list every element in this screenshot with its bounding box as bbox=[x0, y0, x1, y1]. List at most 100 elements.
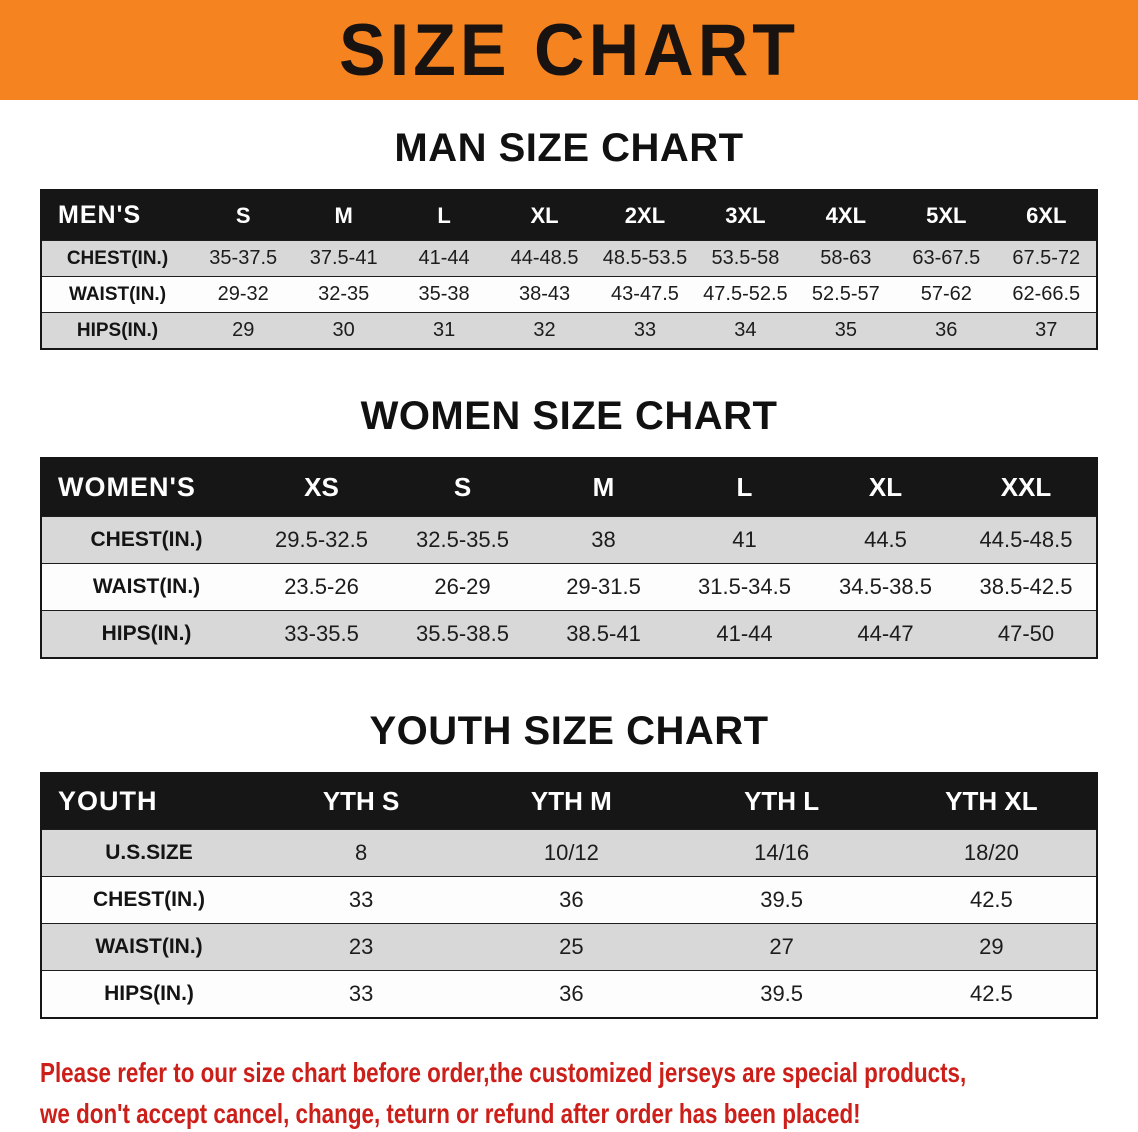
row-label: CHEST(IN.) bbox=[66, 247, 169, 269]
title-banner: SIZE CHART bbox=[0, 0, 1138, 100]
size-value-cell: 36 bbox=[559, 887, 584, 912]
size-value-cell: 31 bbox=[432, 319, 456, 341]
header-row: MEN'S S M L XL 2XL 3XL 4XL 5XL 6XL bbox=[41, 190, 1097, 241]
table-corner-label: MEN'S bbox=[41, 190, 193, 241]
size-value-cell: 29-31.5 bbox=[566, 574, 641, 599]
size-column-header: YTH S bbox=[256, 773, 467, 830]
row-label: HIPS(IN.) bbox=[101, 622, 192, 645]
size-column-header: YTH M bbox=[466, 773, 677, 830]
size-value-cell: 63-67.5 bbox=[912, 247, 981, 269]
row-label: HIPS(IN.) bbox=[76, 319, 159, 341]
size-value-cell: 44.5 bbox=[864, 527, 907, 552]
size-value-cell: 8 bbox=[355, 840, 368, 865]
table-corner-label: YOUTH bbox=[41, 773, 256, 830]
size-column-header: YTH XL bbox=[886, 773, 1097, 830]
size-value-cell: 41-44 bbox=[716, 621, 773, 646]
measurement-row: WAIST(IN.) 23.5-26 26-29 29-31.5 31.5-34.5 34… bbox=[41, 563, 1097, 611]
size-value-cell: 43-47.5 bbox=[611, 283, 679, 305]
row-label: WAIST(IN.) bbox=[92, 575, 201, 598]
size-value-cell: 44-47 bbox=[857, 621, 914, 646]
measurement-row: HIPS(IN.) 33-35.5 35.5-38.5 38.5-41 41-44 44-… bbox=[41, 610, 1097, 658]
size-value-cell: 35-38 bbox=[418, 283, 470, 305]
size-column-header: S bbox=[193, 190, 294, 241]
measurement-row: WAIST(IN.) 23 25 27 29 bbox=[41, 923, 1097, 971]
size-value-cell: 34 bbox=[734, 319, 757, 341]
size-value-cell: 30 bbox=[332, 319, 355, 341]
size-value-cell: 44.5-48.5 bbox=[979, 527, 1073, 552]
size-value-cell: 23.5-26 bbox=[284, 574, 359, 599]
size-value-cell: 35 bbox=[834, 319, 857, 341]
measurement-row: U.S.SIZE 8 10/12 14/16 18/20 bbox=[41, 829, 1097, 877]
page-title: SIZE CHART bbox=[339, 9, 799, 91]
size-value-cell: 18/20 bbox=[963, 840, 1019, 865]
size-value-cell: 33 bbox=[633, 319, 657, 341]
size-column-header: M bbox=[293, 190, 394, 241]
size-value-cell: 44-48.5 bbox=[510, 247, 579, 269]
table-corner-label: WOMEN'S bbox=[41, 458, 251, 517]
size-value-cell: 57-62 bbox=[920, 283, 972, 305]
size-value-cell: 29 bbox=[979, 934, 1004, 959]
row-label: CHEST(IN.) bbox=[93, 888, 205, 911]
size-value-cell: 37 bbox=[1035, 319, 1058, 341]
men-size-table: MEN'S S M L XL 2XL 3XL 4XL 5XL 6XL CHEST(IN.) 35-37… bbox=[40, 189, 1098, 350]
disclaimer-line-2: we don't accept cancel, change, teturn o… bbox=[40, 1097, 861, 1129]
size-value-cell: 32 bbox=[533, 319, 556, 341]
size-value-cell: 29.5-32.5 bbox=[275, 527, 368, 552]
size-value-cell: 33 bbox=[348, 981, 374, 1006]
size-value-cell: 48.5-53.5 bbox=[602, 247, 688, 269]
size-column-header: 5XL bbox=[896, 190, 997, 241]
size-column-header: XXL bbox=[956, 458, 1097, 517]
size-column-header: L bbox=[674, 458, 815, 517]
size-value-cell: 38 bbox=[591, 527, 616, 552]
size-value-cell: 25 bbox=[559, 934, 584, 959]
size-value-cell: 35.5-38.5 bbox=[416, 621, 509, 646]
measurement-row: CHEST(IN.) 29.5-32.5 32.5-35.5 38 41 44.5 44.5… bbox=[41, 516, 1097, 564]
size-value-cell: 47-50 bbox=[997, 621, 1055, 646]
size-column-header: M bbox=[533, 458, 674, 517]
size-column-header: YTH L bbox=[676, 773, 887, 830]
row-label: WAIST(IN.) bbox=[68, 283, 167, 305]
disclaimer-line-1: Please refer to our size chart before or… bbox=[40, 1057, 967, 1088]
section-women: WOMEN SIZE CHART WOMEN'S XS S M L XL XXL CHEST(… bbox=[0, 394, 1138, 659]
measurement-row: HIPS(IN.) 33 36 39.5 42.5 bbox=[41, 970, 1097, 1018]
size-value-cell: 27 bbox=[769, 934, 794, 959]
row-label: U.S.SIZE bbox=[105, 841, 193, 864]
size-value-cell: 41-44 bbox=[418, 247, 470, 269]
size-value-cell: 38.5-41 bbox=[566, 621, 641, 646]
size-value-cell: 34.5-38.5 bbox=[839, 574, 932, 599]
size-value-cell: 39.5 bbox=[760, 981, 804, 1006]
size-value-cell: 31.5-34.5 bbox=[698, 574, 791, 599]
size-column-header: 2XL bbox=[594, 190, 696, 241]
women-section-heading: WOMEN SIZE CHART bbox=[360, 394, 778, 438]
women-size-table: WOMEN'S XS S M L XL XXL CHEST(IN.) 29.5-32.5 32.5… bbox=[40, 457, 1098, 659]
size-value-cell: 39.5 bbox=[760, 887, 804, 912]
measurement-row: WAIST(IN.) 29-32 32-35 35-38 38-43 43-47.5 47.… bbox=[41, 276, 1097, 313]
men-section-heading: MAN SIZE CHART bbox=[394, 126, 744, 170]
size-column-header: S bbox=[392, 458, 533, 517]
size-value-cell: 52.5-57 bbox=[811, 283, 880, 305]
size-value-cell: 47.5-52.5 bbox=[703, 283, 788, 305]
size-value-cell: 36 bbox=[935, 319, 958, 341]
size-value-cell: 42.5 bbox=[969, 981, 1013, 1006]
size-value-cell: 33 bbox=[348, 887, 374, 912]
size-value-cell: 53.5-58 bbox=[711, 247, 780, 269]
row-label: CHEST(IN.) bbox=[90, 528, 203, 551]
row-label: HIPS(IN.) bbox=[104, 982, 194, 1005]
section-youth: YOUTH SIZE CHART YOUTH YTH S YTH M YTH L YTH… bbox=[0, 709, 1138, 1019]
size-column-header: XS bbox=[251, 458, 392, 517]
disclaimer: Please refer to our size chart before or… bbox=[40, 1053, 1138, 1132]
header-row: YOUTH YTH S YTH M YTH L YTH XL bbox=[41, 773, 1097, 830]
size-value-cell: 37.5-41 bbox=[309, 247, 378, 269]
size-column-header: L bbox=[393, 190, 495, 241]
measurement-row: HIPS(IN.) 29 30 31 32 33 34 35 36 37 bbox=[41, 312, 1097, 349]
size-value-cell: 29-32 bbox=[217, 283, 269, 305]
size-value-cell: 35-37.5 bbox=[209, 247, 278, 269]
section-men: MAN SIZE CHART MEN'S S M L XL 2XL 3XL 4XL 5XL 6XL… bbox=[0, 126, 1138, 350]
size-column-header: XL bbox=[815, 458, 956, 517]
size-value-cell: 62-66.5 bbox=[1012, 283, 1081, 305]
size-column-header: 4XL bbox=[795, 190, 897, 241]
row-label: WAIST(IN.) bbox=[95, 935, 203, 958]
size-value-cell: 67.5-72 bbox=[1012, 247, 1081, 269]
size-column-header: 3XL bbox=[695, 190, 796, 241]
